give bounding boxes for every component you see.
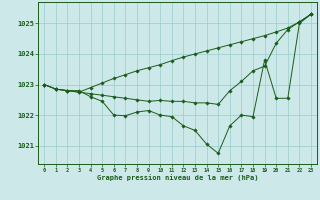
X-axis label: Graphe pression niveau de la mer (hPa): Graphe pression niveau de la mer (hPa)	[97, 175, 258, 181]
